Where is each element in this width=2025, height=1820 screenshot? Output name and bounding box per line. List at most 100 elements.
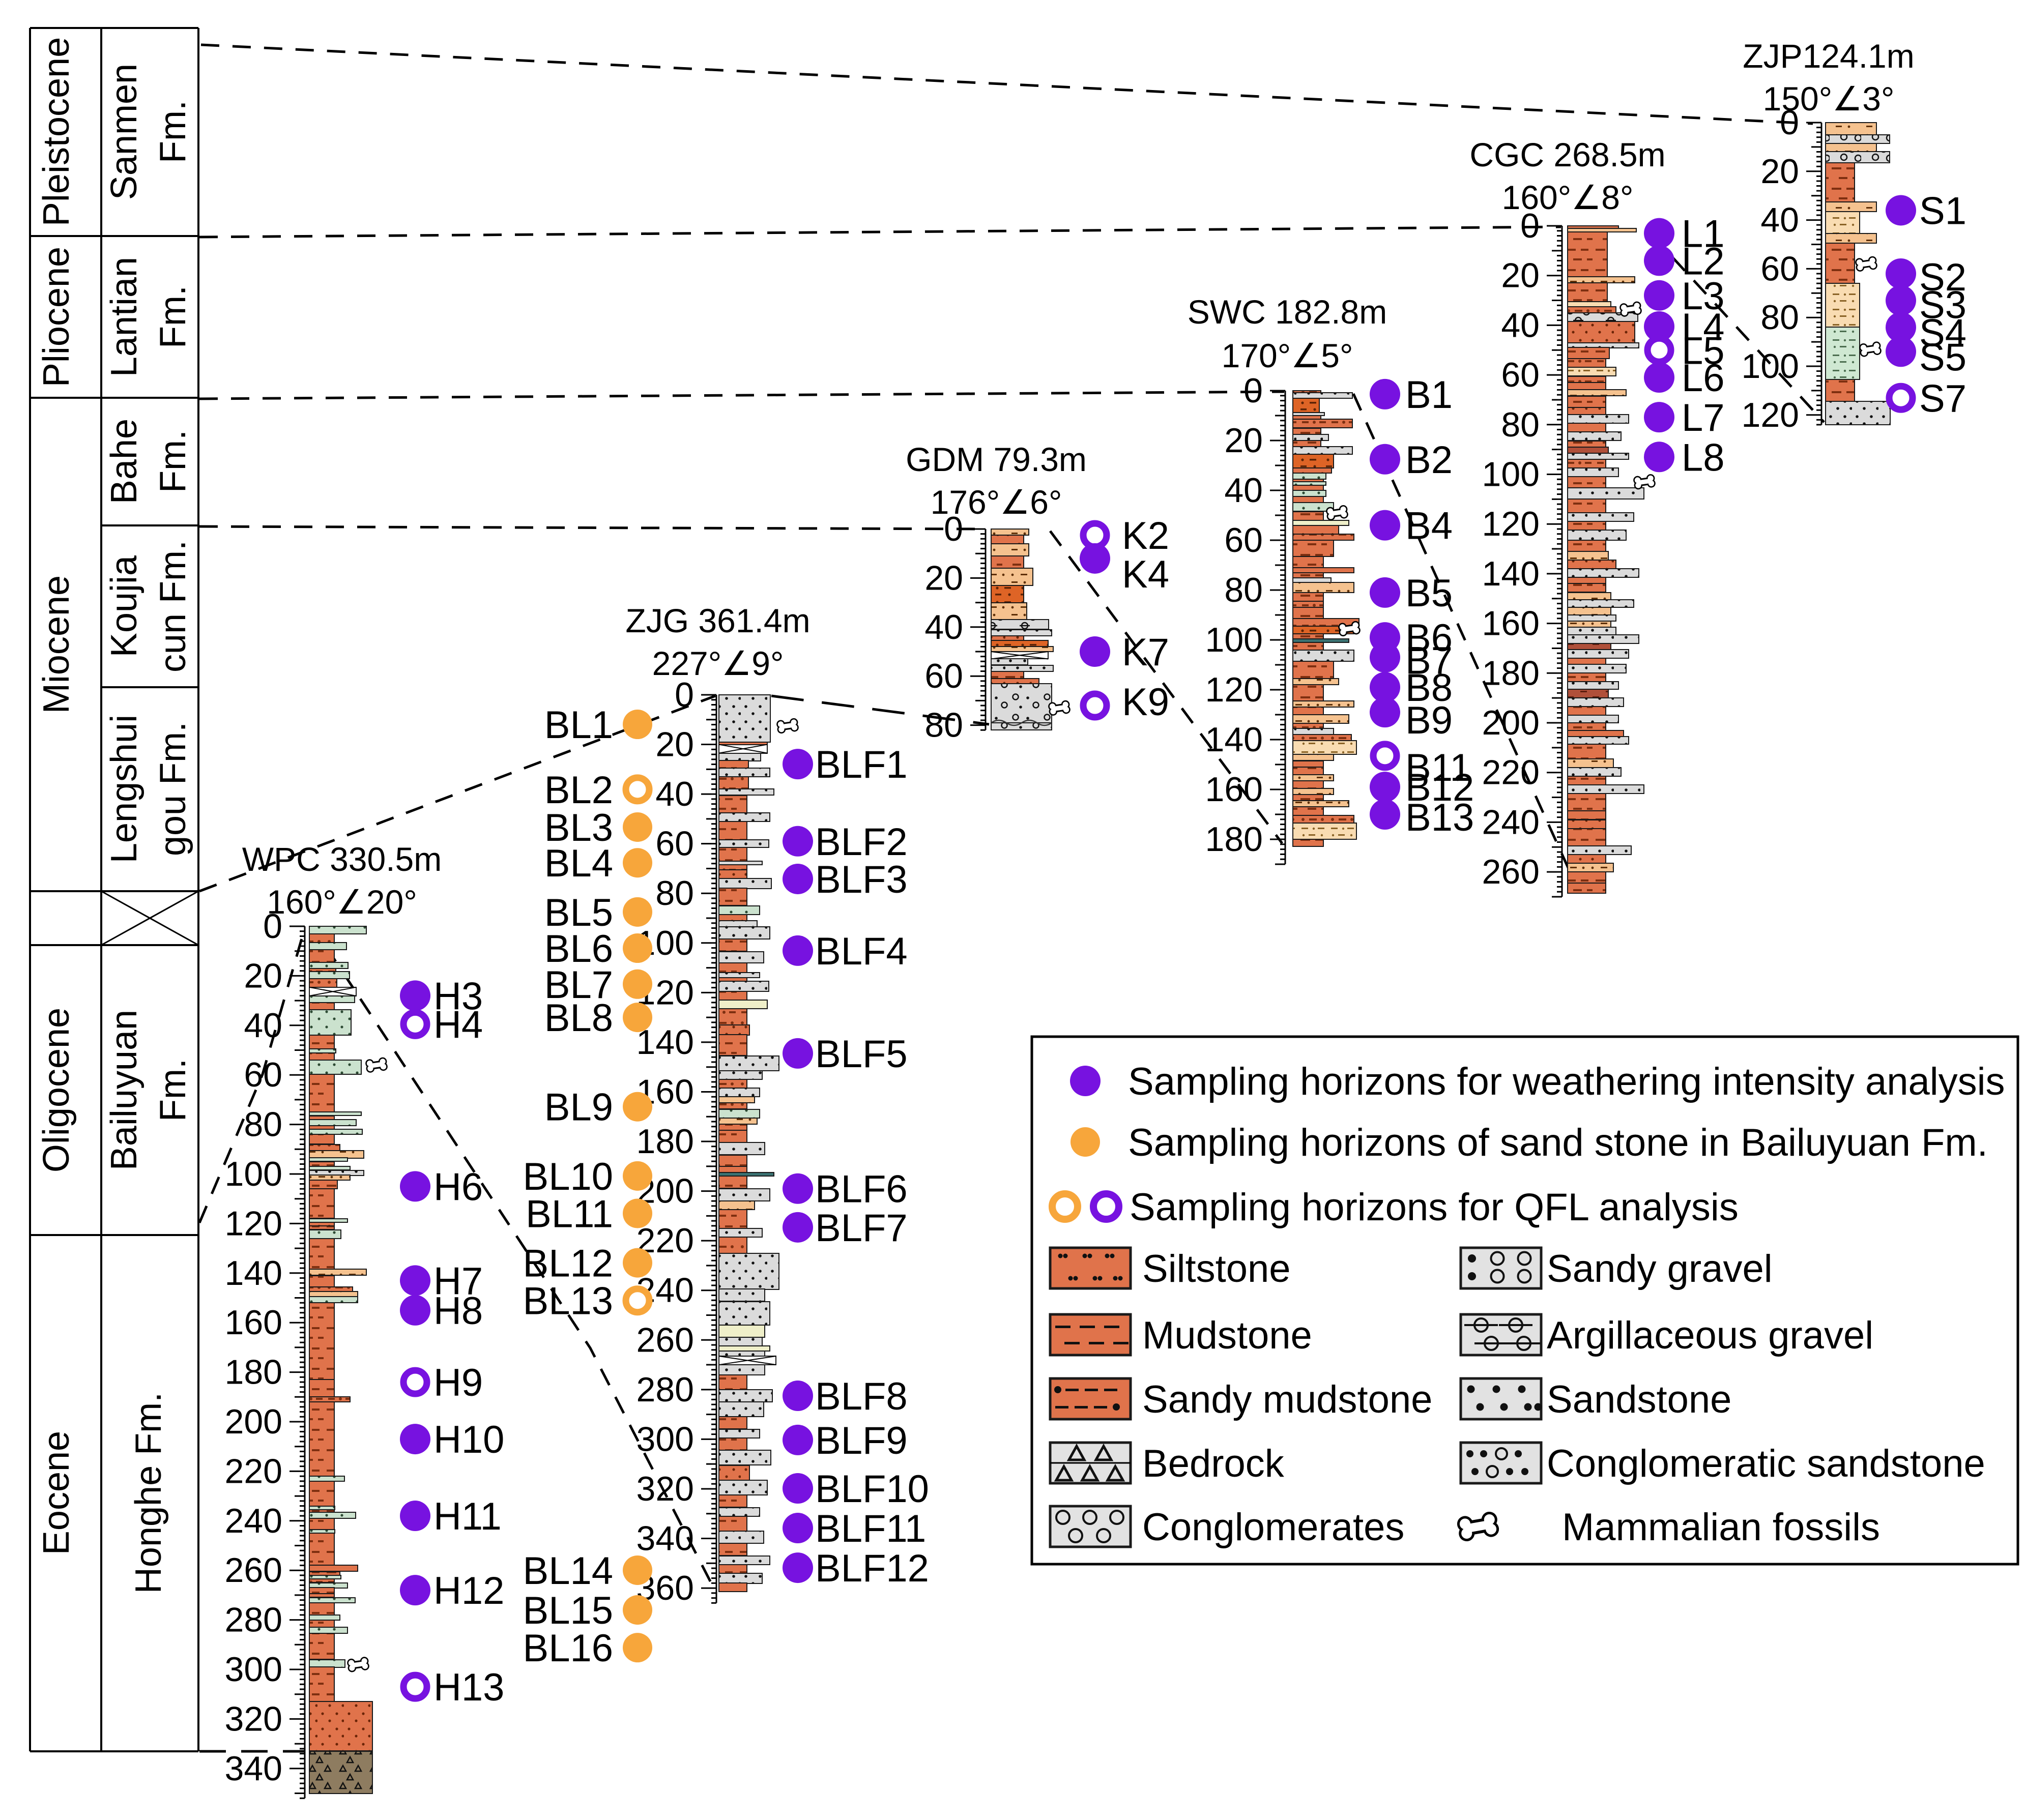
svg-text:Conglomeratic sandstone: Conglomeratic sandstone (1547, 1442, 1985, 1485)
svg-text:B2: B2 (1405, 438, 1453, 482)
svg-text:H10: H10 (433, 1418, 504, 1461)
svg-text:160: 160 (225, 1303, 282, 1342)
svg-text:Sandstone: Sandstone (1547, 1378, 1731, 1421)
svg-text:BLF10: BLF10 (815, 1467, 929, 1511)
svg-text:L6: L6 (1682, 357, 1725, 400)
svg-text:BLF9: BLF9 (815, 1419, 908, 1462)
svg-text:300: 300 (637, 1420, 694, 1458)
svg-text:40: 40 (1224, 471, 1263, 510)
svg-text:180: 180 (1205, 820, 1263, 859)
svg-text:B12: B12 (1405, 766, 1474, 809)
svg-text:Bailuyuan: Bailuyuan (104, 1010, 144, 1170)
svg-text:Siltstone: Siltstone (1142, 1247, 1291, 1290)
svg-text:B13: B13 (1405, 796, 1474, 839)
svg-text:40: 40 (244, 1006, 282, 1045)
svg-text:BL14: BL14 (523, 1549, 614, 1593)
svg-text:260: 260 (225, 1551, 282, 1590)
svg-text:Mammalian fossils: Mammalian fossils (1562, 1506, 1880, 1549)
svg-text:120: 120 (225, 1204, 282, 1243)
svg-text:Oligocene: Oligocene (36, 1008, 77, 1172)
svg-text:180: 180 (1482, 654, 1540, 692)
svg-text:120: 120 (1482, 505, 1540, 543)
svg-text:0: 0 (263, 907, 282, 946)
svg-text:Sandy mudstone: Sandy mudstone (1142, 1378, 1432, 1421)
svg-text:40: 40 (1501, 306, 1540, 344)
svg-text:320: 320 (637, 1470, 694, 1508)
svg-text:Fm.: Fm. (153, 100, 193, 163)
svg-text:BLF3: BLF3 (815, 858, 908, 901)
svg-text:Lantian: Lantian (104, 257, 144, 377)
svg-text:20: 20 (1760, 152, 1799, 191)
svg-text:200: 200 (225, 1402, 282, 1441)
svg-text:BL4: BL4 (544, 842, 613, 885)
svg-text:60: 60 (1501, 356, 1540, 394)
svg-text:BL12: BL12 (523, 1242, 614, 1285)
svg-text:Argillaceous gravel: Argillaceous gravel (1547, 1314, 1873, 1357)
svg-text:Honghe Fm.: Honghe Fm. (128, 1392, 169, 1594)
svg-text:BL8: BL8 (544, 996, 613, 1040)
svg-text:BL7: BL7 (544, 963, 613, 1007)
svg-text:BLF1: BLF1 (815, 743, 908, 786)
svg-text:Fm.: Fm. (153, 430, 193, 493)
svg-text:B11: B11 (1405, 746, 1471, 789)
svg-text:300: 300 (225, 1650, 282, 1689)
svg-text:80: 80 (1760, 298, 1799, 337)
svg-text:Sampling horizons for QFL anal: Sampling horizons for QFL analysis (1130, 1186, 1739, 1229)
svg-text:0: 0 (1243, 371, 1263, 410)
svg-text:227°∠9°: 227°∠9° (652, 644, 784, 682)
svg-text:160°∠20°: 160°∠20° (267, 883, 417, 921)
svg-text:L1: L1 (1682, 213, 1725, 256)
svg-text:176°∠6°: 176°∠6° (931, 483, 1062, 521)
svg-text:20: 20 (924, 559, 963, 597)
svg-text:BL3: BL3 (544, 806, 613, 849)
svg-text:BL1: BL1 (544, 703, 613, 747)
svg-text:CGC 268.5m: CGC 268.5m (1469, 136, 1665, 173)
svg-text:L4: L4 (1682, 306, 1725, 349)
svg-text:180: 180 (225, 1353, 282, 1392)
svg-text:0: 0 (944, 510, 963, 548)
svg-text:K2: K2 (1122, 514, 1169, 557)
svg-text:Bedrock: Bedrock (1142, 1442, 1285, 1485)
svg-text:180: 180 (637, 1122, 694, 1161)
svg-text:260: 260 (1482, 853, 1540, 891)
svg-text:140: 140 (1482, 554, 1540, 593)
svg-text:BL11: BL11 (526, 1193, 613, 1236)
svg-text:0: 0 (1520, 207, 1540, 245)
svg-text:H4: H4 (433, 1003, 483, 1046)
svg-text:S3: S3 (1919, 284, 1966, 327)
svg-text:Conglomerates: Conglomerates (1142, 1506, 1404, 1549)
svg-text:340: 340 (225, 1749, 282, 1788)
svg-text:BLF6: BLF6 (815, 1168, 908, 1211)
svg-text:150°∠3°: 150°∠3° (1763, 80, 1895, 118)
svg-text:L3: L3 (1682, 275, 1725, 318)
svg-text:40: 40 (655, 775, 694, 813)
svg-text:K9: K9 (1122, 681, 1169, 724)
svg-text:320: 320 (225, 1699, 282, 1738)
svg-text:170°∠5°: 170°∠5° (1222, 337, 1353, 374)
svg-text:80: 80 (1501, 405, 1540, 444)
svg-text:20: 20 (1224, 421, 1263, 460)
svg-text:Pliocene: Pliocene (36, 247, 77, 387)
svg-text:260: 260 (637, 1320, 694, 1359)
svg-text:60: 60 (655, 825, 694, 863)
svg-text:H3: H3 (433, 975, 483, 1018)
svg-text:L7: L7 (1682, 396, 1725, 439)
svg-text:WPC 330.5m: WPC 330.5m (242, 840, 442, 878)
svg-text:K4: K4 (1122, 553, 1169, 596)
svg-text:Eocene: Eocene (36, 1431, 77, 1555)
svg-text:BL10: BL10 (523, 1155, 614, 1198)
svg-text:Koujia: Koujia (104, 555, 144, 657)
svg-text:100: 100 (1205, 621, 1263, 659)
svg-text:H6: H6 (433, 1165, 483, 1209)
svg-text:Sampling horizons of sand ston: Sampling horizons of sand stone in Bailu… (1128, 1121, 1988, 1164)
svg-text:GDM 79.3m: GDM 79.3m (906, 441, 1087, 478)
svg-text:Mudstone: Mudstone (1142, 1314, 1312, 1357)
svg-text:280: 280 (225, 1601, 282, 1639)
svg-text:B4: B4 (1405, 505, 1453, 548)
svg-text:Fm.: Fm. (153, 1059, 193, 1122)
svg-text:100: 100 (1742, 347, 1799, 386)
svg-text:240: 240 (225, 1502, 282, 1540)
svg-text:20: 20 (655, 725, 694, 764)
svg-text:60: 60 (1224, 521, 1263, 560)
svg-text:BLF11: BLF11 (815, 1507, 926, 1550)
